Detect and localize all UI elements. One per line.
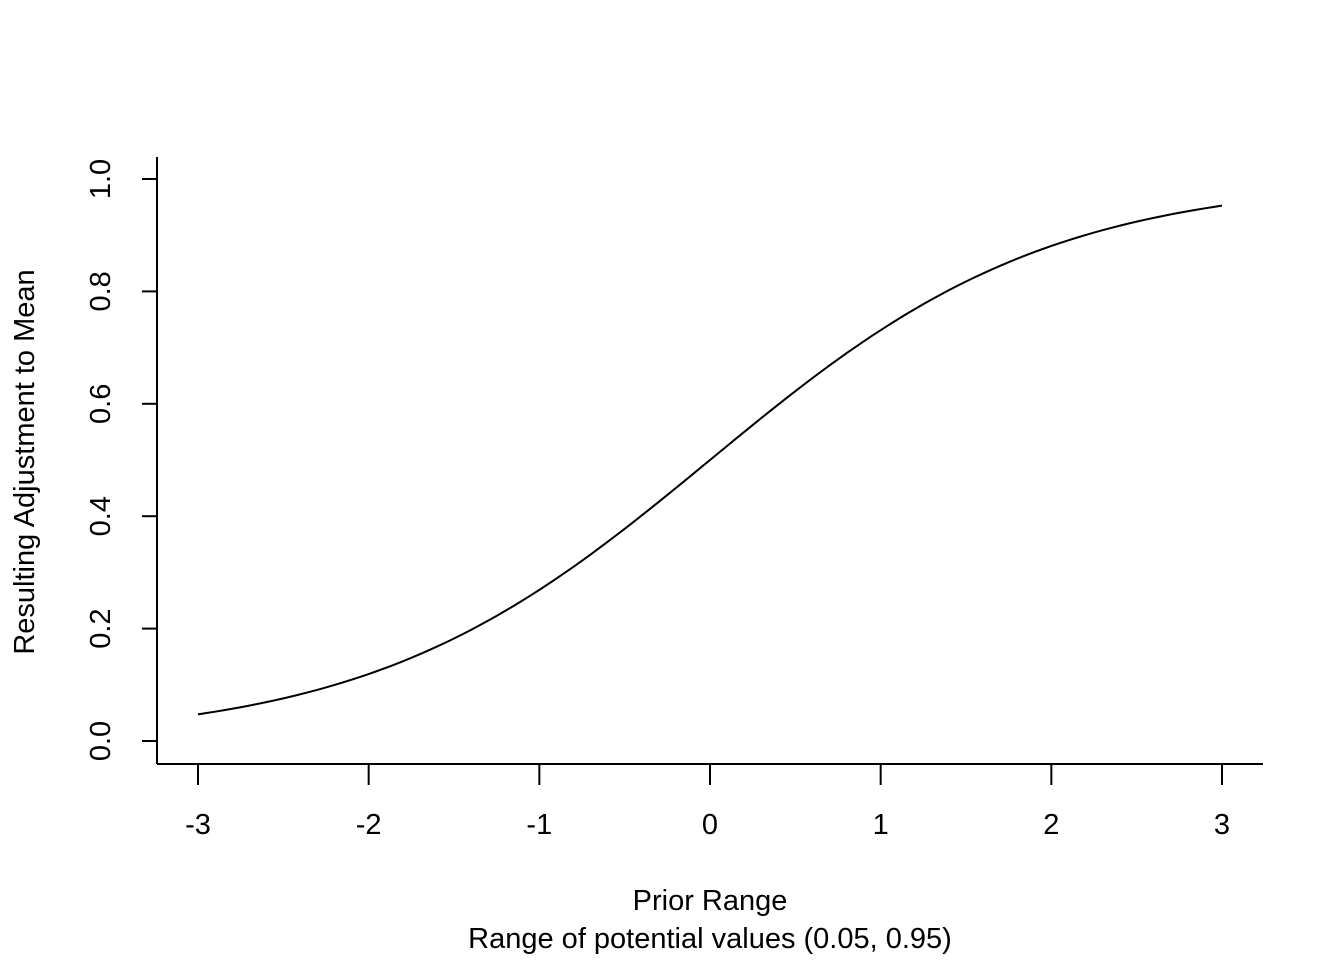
y-tick-label: 0.0 — [85, 721, 117, 761]
x-axis-subtitle: Range of potential values (0.05, 0.95) — [468, 923, 952, 955]
x-tick-label: 1 — [873, 809, 889, 841]
x-tick-label: -3 — [185, 809, 211, 841]
x-tick-label: -2 — [356, 809, 382, 841]
x-axis-title: Prior Range — [633, 885, 788, 917]
series-layer — [197, 204, 1223, 716]
x-tick-label: 0 — [702, 809, 718, 841]
y-tick-label: 0.6 — [85, 384, 117, 424]
y-tick-label: 1.0 — [85, 159, 117, 199]
series-line-0 — [197, 204, 1223, 716]
y-tick-label: 0.8 — [85, 271, 117, 311]
x-tick-label: 3 — [1214, 809, 1230, 841]
x-tick-label: -1 — [526, 809, 552, 841]
y-tick-label: 0.4 — [85, 496, 117, 536]
x-tick-label: 2 — [1043, 809, 1059, 841]
y-tick-label: 0.2 — [85, 608, 117, 648]
y-axis-title: Resulting Adjustment to Mean — [9, 269, 41, 654]
x-tick-layer: -3 -2 -1 0 1 2 3 — [185, 764, 1230, 841]
y-tick-layer: 0.0 0.2 0.4 0.6 0.8 1.0 — [85, 159, 157, 761]
